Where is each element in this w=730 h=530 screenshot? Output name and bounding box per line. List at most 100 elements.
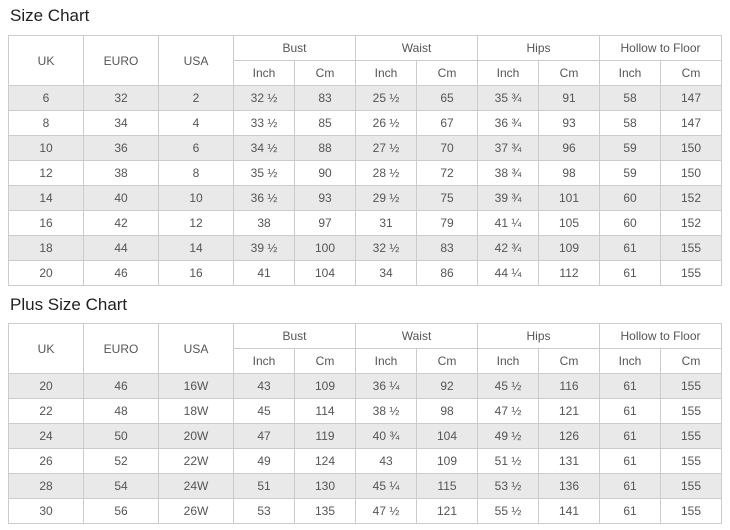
table-cell: 2	[158, 85, 234, 111]
table-cell: 36 ¼	[355, 373, 417, 399]
table-cell: 152	[660, 185, 722, 211]
table-cell: 36	[83, 135, 159, 161]
table-cell: 40 ¾	[355, 423, 417, 449]
table-cell: 25 ½	[355, 85, 417, 111]
table-cell: 61	[599, 398, 661, 424]
unit-header-hollow-to-floor-cm: Cm	[660, 348, 722, 374]
header-row-groups: UK EURO USA Bust Waist Hips Hollow to Floor	[8, 323, 722, 374]
table-cell: 109	[538, 235, 600, 261]
table-cell: 10	[158, 185, 234, 211]
table-cell: 86	[416, 260, 478, 286]
group-header-waist: Waist	[355, 323, 478, 349]
table-cell: 90	[294, 160, 356, 186]
size-chart-section: Size Chart UK EURO USA Bust Waist Hips Hollow …	[8, 5, 722, 286]
table-cell: 61	[599, 235, 661, 261]
table-cell: 93	[538, 110, 600, 136]
table-cell: 16	[8, 210, 84, 236]
table-cell: 155	[660, 235, 722, 261]
column-header-uk: UK	[8, 323, 84, 374]
table-cell: 52	[83, 448, 159, 474]
column-header-usa: USA	[158, 35, 234, 86]
column-header-uk: UK	[8, 35, 84, 86]
table-cell: 53	[233, 498, 295, 524]
table-cell: 93	[294, 185, 356, 211]
table-cell: 155	[660, 423, 722, 449]
unit-header-hollow-to-floor-inch: Inch	[599, 348, 661, 374]
table-cell: 42 ¾	[477, 235, 539, 261]
table-row: 10 36 6 34 ½ 88 27 ½ 70 37 ¾ 96 59 150	[8, 135, 722, 161]
table-cell: 119	[294, 423, 356, 449]
table-cell: 101	[538, 185, 600, 211]
table-row: 30 56 26W 53 135 47 ½ 121 55 ½ 141 61 155	[8, 498, 722, 524]
table-cell: 61	[599, 373, 661, 399]
size-chart-title: Size Chart	[10, 6, 90, 25]
table-cell: 60	[599, 210, 661, 236]
table-cell: 20W	[158, 423, 234, 449]
table-cell: 58	[599, 110, 661, 136]
table-cell: 72	[416, 160, 478, 186]
table-cell: 40	[83, 185, 159, 211]
table-cell: 33 ½	[233, 110, 295, 136]
table-cell: 155	[660, 498, 722, 524]
table-row: 18 44 14 39 ½ 100 32 ½ 83 42 ¾ 109 61 155	[8, 235, 722, 261]
table-cell: 51 ½	[477, 448, 539, 474]
table-cell: 109	[416, 448, 478, 474]
unit-header-hips-cm: Cm	[538, 348, 600, 374]
table-cell: 18W	[158, 398, 234, 424]
table-cell: 60	[599, 185, 661, 211]
table-cell: 42	[83, 210, 159, 236]
table-cell: 61	[599, 473, 661, 499]
table-cell: 141	[538, 498, 600, 524]
table-cell: 56	[83, 498, 159, 524]
table-cell: 59	[599, 160, 661, 186]
table-cell: 36 ¾	[477, 110, 539, 136]
table-cell: 50	[83, 423, 159, 449]
table-cell: 14	[158, 235, 234, 261]
table-cell: 12	[158, 210, 234, 236]
unit-header-waist-cm: Cm	[416, 348, 478, 374]
table-cell: 47	[233, 423, 295, 449]
table-cell: 38	[83, 160, 159, 186]
table-cell: 51	[233, 473, 295, 499]
table-cell: 85	[294, 110, 356, 136]
plus-size-chart-title: Plus Size Chart	[10, 295, 128, 314]
table-cell: 61	[599, 448, 661, 474]
table-row: 6 32 2 32 ½ 83 25 ½ 65 35 ¾ 91 58 147	[8, 85, 722, 111]
group-header-waist: Waist	[355, 35, 478, 61]
table-cell: 136	[538, 473, 600, 499]
table-cell: 14	[8, 185, 84, 211]
table-cell: 43	[233, 373, 295, 399]
table-cell: 45 ½	[477, 373, 539, 399]
table-cell: 126	[538, 423, 600, 449]
table-cell: 130	[294, 473, 356, 499]
table-cell: 96	[538, 135, 600, 161]
table-cell: 29 ½	[355, 185, 417, 211]
unit-header-hollow-to-floor-inch: Inch	[599, 60, 661, 86]
table-cell: 24	[8, 423, 84, 449]
table-row: 22 48 18W 45 114 38 ½ 98 47 ½ 121 61 155	[8, 398, 722, 424]
table-cell: 22	[8, 398, 84, 424]
table-cell: 61	[599, 423, 661, 449]
table-row: 26 52 22W 49 124 43 109 51 ½ 131 61 155	[8, 448, 722, 474]
unit-header-hips-inch: Inch	[477, 348, 539, 374]
table-cell: 65	[416, 85, 478, 111]
table-cell: 47 ½	[477, 398, 539, 424]
table-cell: 38	[233, 210, 295, 236]
table-cell: 121	[416, 498, 478, 524]
table-cell: 83	[294, 85, 356, 111]
unit-header-bust-inch: Inch	[233, 348, 295, 374]
table-cell: 155	[660, 398, 722, 424]
table-cell: 88	[294, 135, 356, 161]
table-cell: 46	[83, 260, 159, 286]
table-cell: 79	[416, 210, 478, 236]
column-header-usa: USA	[158, 323, 234, 374]
group-header-hollow-to-floor: Hollow to Floor	[599, 35, 722, 61]
table-cell: 104	[294, 260, 356, 286]
table-cell: 45	[233, 398, 295, 424]
table-row: 14 40 10 36 ½ 93 29 ½ 75 39 ¾ 101 60 152	[8, 185, 722, 211]
table-cell: 147	[660, 85, 722, 111]
table-cell: 70	[416, 135, 478, 161]
table-cell: 131	[538, 448, 600, 474]
table-cell: 147	[660, 110, 722, 136]
